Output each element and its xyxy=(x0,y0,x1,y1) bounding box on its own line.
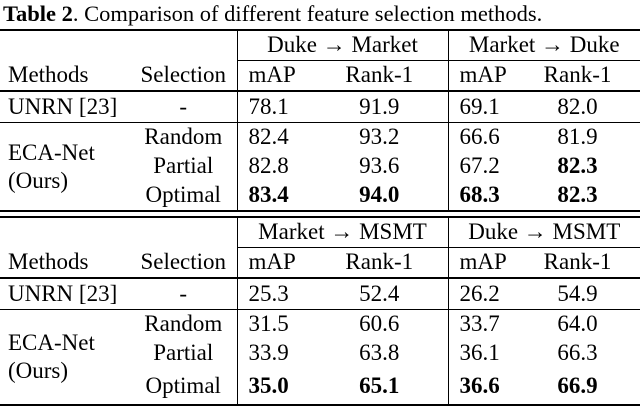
metric-value: 31.5 xyxy=(236,309,327,339)
method-name-ours: ECA-Net (Ours) xyxy=(0,123,130,212)
column-header-rank1-2: Rank-1 xyxy=(533,247,640,279)
selection-value: Random xyxy=(144,124,223,150)
column-header-row: Methods Selection mAP Rank-1 mAP Rank-1 xyxy=(0,60,640,92)
comparison-table-bottom: Market → MSMT Duke → MSMT Methods Select… xyxy=(0,216,640,406)
metric-value: 93.6 xyxy=(359,153,400,179)
selection-value: Random xyxy=(144,311,223,337)
metric-value: 33.7 xyxy=(447,309,534,339)
metric-value-best: 82.3 xyxy=(557,153,598,179)
metric-value: 36.1 xyxy=(447,339,534,368)
group-header-row: Market → MSMT Duke → MSMT xyxy=(0,217,640,248)
table-row-ours-random: ECA-Net (Ours) Random 82.4 93.2 66.6 81.… xyxy=(0,122,640,193)
selection-value: Partial xyxy=(153,153,214,179)
metric-value: 82.4 xyxy=(236,122,327,152)
column-header-rank1-1: Rank-1 xyxy=(327,60,448,92)
metric-value: 66.6 xyxy=(447,122,533,152)
metric-value: 82.8 xyxy=(236,152,327,181)
selection-value: - xyxy=(130,278,237,310)
column-header-rank1-2: Rank-1 xyxy=(533,60,640,92)
metric-value: 91.9 xyxy=(327,91,448,123)
table-row-ours-partial: Partial 33.9 63.8 36.1 66.3 xyxy=(0,339,640,368)
group-header-row: Duke → Market Market → Duke xyxy=(0,30,640,61)
column-header-methods: Methods xyxy=(0,60,130,92)
metric-value: 26.2 xyxy=(447,278,534,310)
empty-corner-cell xyxy=(0,30,237,61)
group-header-market-duke: Market → Duke xyxy=(447,30,640,61)
metric-value: 64.0 xyxy=(557,311,598,337)
table-caption-text: . Comparison of different feature select… xyxy=(72,1,543,26)
metric-value: 60.6 xyxy=(359,311,400,337)
column-header-map-1: mAP xyxy=(236,247,327,279)
metric-value: 66.3 xyxy=(557,340,598,366)
method-name-ours: ECA-Net (Ours) xyxy=(0,310,130,406)
column-header-selection: Selection xyxy=(130,60,237,92)
table-caption: Table 2. Comparison of different feature… xyxy=(0,0,640,27)
method-name-line1: ECA-Net xyxy=(8,330,95,356)
metric-value: 54.9 xyxy=(533,278,640,310)
group-header-market-msmt: Market → MSMT xyxy=(236,217,449,248)
column-header-selection: Selection xyxy=(130,247,237,279)
column-header-methods: Methods xyxy=(0,247,130,279)
metric-value: 25.3 xyxy=(236,278,327,310)
table-row-ours-optimal: Optimal 35.0 65.1 36.6 66.9 xyxy=(0,368,640,405)
table-row-unrn: UNRN [23] - 78.1 91.9 69.1 82.0 xyxy=(0,91,640,123)
table-caption-label: Table 2 xyxy=(3,1,73,26)
metric-value-best: 94.0 xyxy=(359,182,400,208)
group-header-duke-market: Duke → Market xyxy=(236,30,448,61)
metric-value: 69.1 xyxy=(447,91,533,123)
metric-value: 82.0 xyxy=(533,91,640,123)
metric-value-best: 82.3 xyxy=(557,182,598,208)
metric-value-best: 83.4 xyxy=(236,181,327,211)
table-row-unrn: UNRN [23] - 25.3 52.4 26.2 54.9 xyxy=(0,278,640,310)
metric-value-best: 66.9 xyxy=(557,372,598,398)
method-name-line2: (Ours) xyxy=(8,167,69,193)
column-header-row: Methods Selection mAP Rank-1 mAP Rank-1 xyxy=(0,247,640,279)
method-name-line2: (Ours) xyxy=(8,358,69,383)
metric-value-best: 36.6 xyxy=(447,368,534,405)
table-row-ours-optimal: Optimal 83.4 94.0 68.3 82.3 xyxy=(0,181,640,211)
metric-value: 78.1 xyxy=(236,91,327,123)
selection-value: Optimal xyxy=(145,182,221,208)
column-header-map-2: mAP xyxy=(447,60,533,92)
metric-value: 52.4 xyxy=(327,278,449,310)
empty-corner-cell xyxy=(0,217,237,248)
metric-value-best: 65.1 xyxy=(359,372,400,398)
table-row-ours-random: ECA-Net (Ours) Random 31.5 60.6 33.7 64.… xyxy=(0,309,640,383)
metric-value: 63.8 xyxy=(359,340,400,366)
metric-value: 93.2 xyxy=(359,124,400,150)
column-header-map-2: mAP xyxy=(447,247,534,279)
method-name: UNRN [23] xyxy=(0,278,130,310)
metric-value: 81.9 xyxy=(557,124,598,150)
method-name-line1: ECA-Net xyxy=(8,139,95,165)
group-header-duke-msmt: Duke → MSMT xyxy=(447,217,640,248)
metric-value-best: 35.0 xyxy=(236,368,327,405)
column-header-rank1-1: Rank-1 xyxy=(327,247,449,279)
column-header-map-1: mAP xyxy=(236,60,327,92)
comparison-table-top: Duke → Market Market → Duke Methods Sele… xyxy=(0,29,640,212)
metric-value: 33.9 xyxy=(236,339,327,368)
selection-value: - xyxy=(130,91,237,123)
selection-value: Partial xyxy=(153,340,214,366)
metric-value-best: 68.3 xyxy=(447,181,533,211)
table-row-ours-partial: Partial 82.8 93.6 67.2 82.3 xyxy=(0,152,640,181)
metric-value: 67.2 xyxy=(447,152,533,181)
selection-value: Optimal xyxy=(145,372,221,398)
method-name: UNRN [23] xyxy=(0,91,130,123)
